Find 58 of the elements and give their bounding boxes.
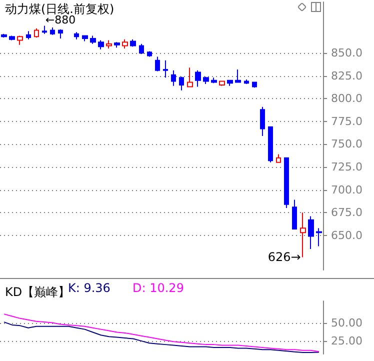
y-tick-label: 650.0 <box>331 228 362 242</box>
candlestick <box>106 40 112 49</box>
candlestick <box>90 35 96 44</box>
y-tick-label: 675.0 <box>331 206 362 220</box>
candlestick <box>155 56 160 72</box>
candlestick <box>308 216 314 250</box>
candlestick <box>130 38 136 48</box>
line-series <box>4 322 320 354</box>
candlestick <box>114 42 120 48</box>
candlestick <box>34 28 39 38</box>
y-tick-label: 825.0 <box>331 69 362 82</box>
candlestick <box>50 27 55 36</box>
y-tick-label: 725.0 <box>331 160 362 174</box>
y-tick-label: 50.00 <box>331 316 362 330</box>
text: D: 10.29 <box>132 281 184 295</box>
y-tick-label: 800.0 <box>331 92 362 106</box>
text: K: 9.36 <box>68 281 110 295</box>
candlestick <box>268 126 273 163</box>
chart-title: 动力煤(日线.前复权) <box>5 2 114 16</box>
candlestick <box>171 70 176 86</box>
candlestick <box>292 199 297 230</box>
candlestick <box>244 78 249 85</box>
y-tick-label: 25.00 <box>331 334 362 348</box>
candlestick <box>9 35 15 41</box>
candlestick <box>122 38 128 49</box>
candlestick <box>74 32 79 40</box>
chart-title: KD【巅峰】 <box>5 285 70 299</box>
candlestick <box>227 80 233 86</box>
candlestick <box>195 70 201 88</box>
candlestick <box>219 80 225 86</box>
candlestick <box>252 82 257 88</box>
candlestick <box>147 50 152 58</box>
candlestick <box>211 77 217 84</box>
candlestick <box>203 76 209 85</box>
candlestick <box>139 43 144 54</box>
candlestick <box>163 60 168 78</box>
candlestick <box>1 33 7 38</box>
candlestick <box>316 228 322 247</box>
candlestick <box>284 157 289 209</box>
annotation: ←880 <box>45 14 76 27</box>
candlestick <box>276 154 281 163</box>
candlestick <box>17 35 23 46</box>
candlestick <box>26 30 31 40</box>
y-tick-label: 850.0 <box>331 46 362 60</box>
y-tick-label: 775.0 <box>331 114 362 128</box>
candlestick <box>82 35 88 42</box>
candlestick <box>58 28 63 39</box>
annotation: 626→ <box>268 250 301 264</box>
candlestick <box>42 25 47 34</box>
candlestick <box>300 212 306 258</box>
candlestick <box>98 40 104 50</box>
y-tick-label: 750.0 <box>331 138 362 151</box>
candlestick <box>260 106 265 136</box>
y-tick-label: 700.0 <box>331 183 362 196</box>
candlestick <box>179 76 184 91</box>
candlestick <box>235 68 241 83</box>
candlestick <box>187 67 193 88</box>
line-series <box>4 314 320 352</box>
